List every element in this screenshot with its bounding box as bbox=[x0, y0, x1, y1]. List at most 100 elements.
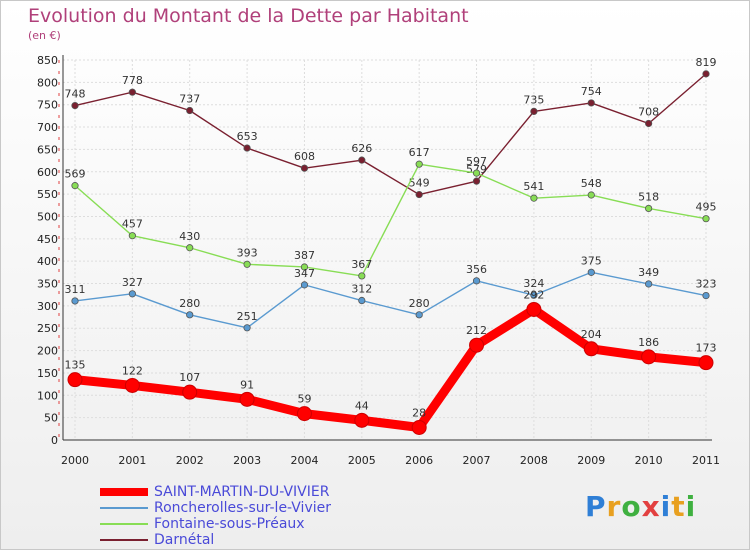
y-tick-label: 150 bbox=[37, 367, 58, 380]
y-tick-label: 750 bbox=[37, 99, 58, 112]
x-tick-label: 2011 bbox=[692, 454, 720, 467]
y-tick-label: 650 bbox=[37, 143, 58, 156]
y-tick-label: 200 bbox=[37, 345, 58, 358]
data-point bbox=[71, 102, 79, 110]
data-label: 653 bbox=[237, 130, 258, 143]
data-point bbox=[587, 268, 595, 276]
x-tick-label: 2010 bbox=[635, 454, 663, 467]
x-tick-label: 2009 bbox=[577, 454, 605, 467]
y-tick-label: 250 bbox=[37, 322, 58, 335]
x-tick-label: 2006 bbox=[405, 454, 433, 467]
data-label: 748 bbox=[65, 88, 86, 101]
x-tick-label: 2002 bbox=[176, 454, 204, 467]
data-label: 626 bbox=[351, 142, 372, 155]
legend-label: Darnétal bbox=[154, 532, 215, 548]
data-label: 375 bbox=[581, 254, 602, 267]
y-tick-label: 550 bbox=[37, 188, 58, 201]
data-point bbox=[67, 372, 83, 388]
data-label: 367 bbox=[351, 258, 372, 271]
data-point bbox=[526, 301, 542, 317]
data-point bbox=[186, 311, 194, 319]
data-point bbox=[587, 191, 595, 199]
x-tick-label: 2005 bbox=[348, 454, 376, 467]
y-tick-label: 350 bbox=[37, 278, 58, 291]
data-point bbox=[243, 324, 251, 332]
y-tick-label: 450 bbox=[37, 233, 58, 246]
data-label: 212 bbox=[466, 324, 487, 337]
data-point bbox=[415, 311, 423, 319]
data-label: 347 bbox=[294, 267, 315, 280]
data-label: 569 bbox=[65, 168, 86, 181]
chart-title: Evolution du Montant de la Dette par Hab… bbox=[28, 5, 469, 27]
data-point bbox=[71, 182, 79, 190]
data-label: 107 bbox=[179, 371, 200, 384]
x-tick-label: 2001 bbox=[118, 454, 146, 467]
data-label: 59 bbox=[297, 393, 311, 406]
data-label: 778 bbox=[122, 74, 143, 87]
legend-swatch bbox=[100, 523, 148, 525]
data-point bbox=[530, 291, 538, 299]
y-tick-label: 50 bbox=[44, 412, 58, 425]
x-tick-label: 2008 bbox=[520, 454, 548, 467]
legend-swatch bbox=[100, 539, 148, 541]
x-tick-label: 2007 bbox=[463, 454, 491, 467]
data-label: 280 bbox=[179, 297, 200, 310]
y-tick-label: 300 bbox=[37, 300, 58, 313]
data-point bbox=[469, 337, 485, 353]
data-point bbox=[415, 160, 423, 168]
data-label: 356 bbox=[466, 263, 487, 276]
data-point bbox=[124, 377, 140, 393]
series-line bbox=[74, 163, 707, 277]
data-point bbox=[239, 391, 255, 407]
data-point bbox=[472, 277, 481, 285]
data-label: 393 bbox=[237, 246, 258, 259]
data-point bbox=[296, 406, 312, 422]
data-point bbox=[300, 263, 309, 271]
data-label: 91 bbox=[240, 378, 254, 391]
y-tick-label: 400 bbox=[37, 255, 58, 268]
x-tick-label: 2000 bbox=[61, 454, 89, 467]
data-point bbox=[243, 260, 251, 268]
data-label: 44 bbox=[355, 399, 369, 412]
data-label: 495 bbox=[696, 201, 717, 214]
data-point bbox=[587, 99, 595, 107]
y-tick-label: 100 bbox=[37, 389, 58, 402]
data-label: 597 bbox=[466, 155, 487, 168]
data-point bbox=[358, 272, 366, 280]
data-point bbox=[698, 355, 714, 371]
y-tick-label: 800 bbox=[37, 76, 58, 89]
data-label: 754 bbox=[581, 85, 602, 98]
y-tick-label: 600 bbox=[37, 166, 58, 179]
data-point bbox=[71, 297, 79, 305]
y-tick-label: 850 bbox=[37, 54, 58, 67]
data-point bbox=[358, 156, 366, 164]
legend-swatch bbox=[100, 488, 148, 496]
series-line bbox=[74, 73, 707, 196]
data-point bbox=[415, 190, 423, 199]
data-label: 608 bbox=[294, 150, 315, 163]
data-label: 387 bbox=[294, 249, 315, 262]
data-point bbox=[243, 144, 251, 152]
data-label: 518 bbox=[638, 190, 659, 203]
data-label: 541 bbox=[523, 180, 544, 193]
data-point bbox=[645, 204, 653, 213]
series-line bbox=[74, 271, 707, 329]
data-point bbox=[411, 419, 427, 435]
series-line bbox=[74, 304, 707, 432]
data-point bbox=[530, 194, 538, 202]
data-point bbox=[300, 164, 309, 172]
x-tick-label: 2003 bbox=[233, 454, 261, 467]
data-label: 280 bbox=[409, 297, 430, 310]
data-label: 251 bbox=[237, 310, 258, 323]
data-point bbox=[128, 88, 136, 96]
data-label: 617 bbox=[409, 146, 430, 159]
data-label: 549 bbox=[409, 177, 430, 190]
data-label: 327 bbox=[122, 276, 143, 289]
data-point bbox=[186, 106, 194, 115]
legend-label: SAINT-MARTIN-DU-VIVIER bbox=[154, 484, 330, 500]
y-tick-label: 0 bbox=[51, 434, 58, 447]
data-label: 819 bbox=[696, 56, 717, 69]
chart-subtitle: (en €) bbox=[28, 29, 61, 42]
data-label: 312 bbox=[351, 283, 372, 296]
